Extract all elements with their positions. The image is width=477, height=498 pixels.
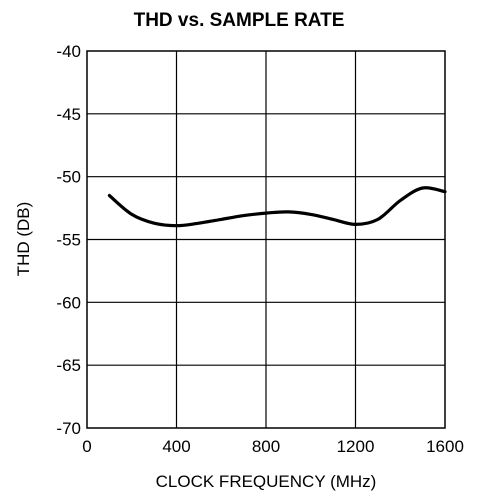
y-tick-label: -50 [56,168,81,187]
y-tick-label: -70 [56,419,81,438]
x-tick-label: 1200 [337,437,375,456]
x-tick-label: 400 [162,437,190,456]
x-axis-label: CLOCK FREQUENCY (MHz) [156,472,377,491]
y-tick-label: -60 [56,293,81,312]
y-tick-label: -40 [56,42,81,61]
y-tick-label: -45 [56,105,81,124]
x-tick-label: 0 [82,437,91,456]
plot-area-frame [86,50,446,429]
y-axis-ticks: -40 -45 -50 -55 -60 -65 -70 [56,42,81,438]
y-axis-label: THD (DB) [14,202,33,277]
y-tick-label: -55 [56,231,81,250]
grid-lines [87,51,445,428]
x-axis-ticks: 0 400 800 1200 1600 [82,437,464,456]
thd-series-line [107,186,447,228]
x-tick-label: 800 [252,437,280,456]
y-tick-label: -65 [56,356,81,375]
chart-title: THD vs. SAMPLE RATE [134,10,345,31]
x-tick-label: 1600 [426,437,464,456]
series-layer [107,186,447,228]
